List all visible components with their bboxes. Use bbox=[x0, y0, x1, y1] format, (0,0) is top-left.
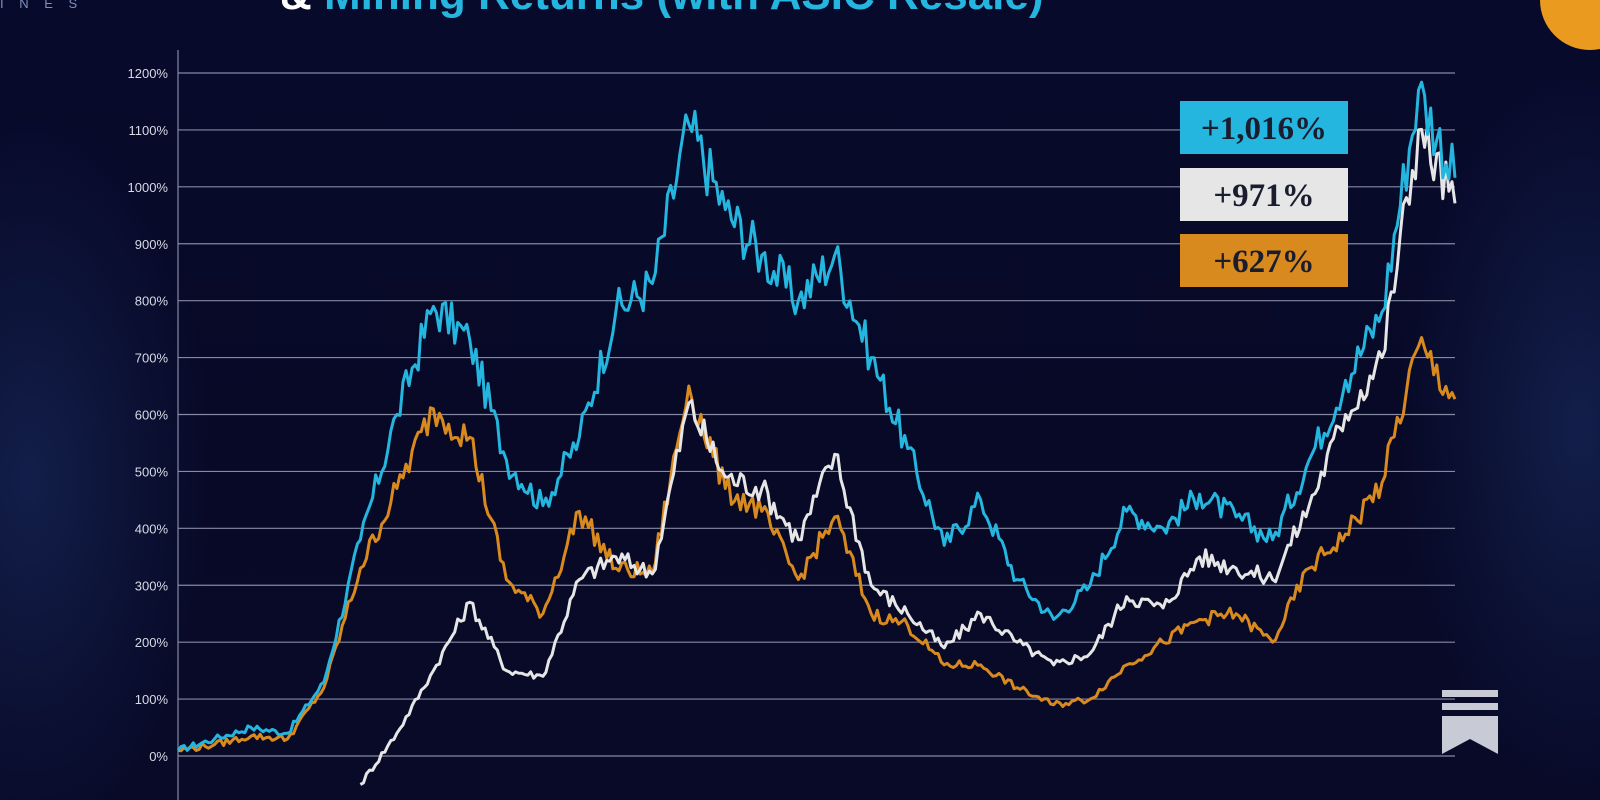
series-line bbox=[176, 80, 1457, 752]
substack-icon bbox=[1442, 690, 1498, 754]
value-callout: +971% bbox=[1180, 168, 1348, 221]
chart-title: & Mining Returns (with ASIC Resale) bbox=[280, 0, 1044, 20]
y-tick-label: 300% bbox=[135, 578, 169, 593]
y-tick-label: 600% bbox=[135, 408, 169, 423]
callout-label: +1,016% bbox=[1201, 111, 1327, 147]
callout-box bbox=[1180, 234, 1348, 287]
y-tick-label: 800% bbox=[135, 294, 169, 309]
chart-grid bbox=[177, 50, 1455, 800]
title-part2: Mining Returns (with ASIC Resale) bbox=[324, 0, 1044, 19]
callout-box bbox=[1180, 168, 1348, 221]
y-axis: 0% 100% 200% 300% 400% 500% 600% 700% 800% 900% 10… bbox=[128, 66, 169, 764]
y-tick-label: 1000% bbox=[128, 180, 169, 195]
y-tick-label: 900% bbox=[135, 237, 169, 252]
y-tick-label: 0% bbox=[149, 749, 168, 764]
y-tick-label: 1100% bbox=[128, 123, 168, 138]
callout-label: +971% bbox=[1213, 178, 1314, 214]
y-tick-label: 100% bbox=[135, 692, 169, 707]
value-callout: +1,016% bbox=[1180, 101, 1348, 154]
y-tick-label: 400% bbox=[135, 521, 169, 536]
value-callout: +627% bbox=[1180, 234, 1348, 287]
chart-callouts: +1,016% +971% +627% bbox=[1180, 101, 1348, 287]
y-tick-label: 1200% bbox=[128, 66, 169, 81]
y-tick-label: 200% bbox=[135, 635, 169, 650]
brand-text: I N E S bbox=[0, 0, 84, 11]
callout-box bbox=[1180, 101, 1348, 154]
title-part1: & bbox=[280, 0, 324, 19]
series-line bbox=[359, 122, 1457, 786]
chart-series bbox=[176, 80, 1457, 786]
y-tick-label: 500% bbox=[135, 464, 169, 479]
y-tick-label: 700% bbox=[135, 351, 169, 366]
series-line bbox=[177, 336, 1457, 753]
callout-label: +627% bbox=[1213, 244, 1314, 280]
